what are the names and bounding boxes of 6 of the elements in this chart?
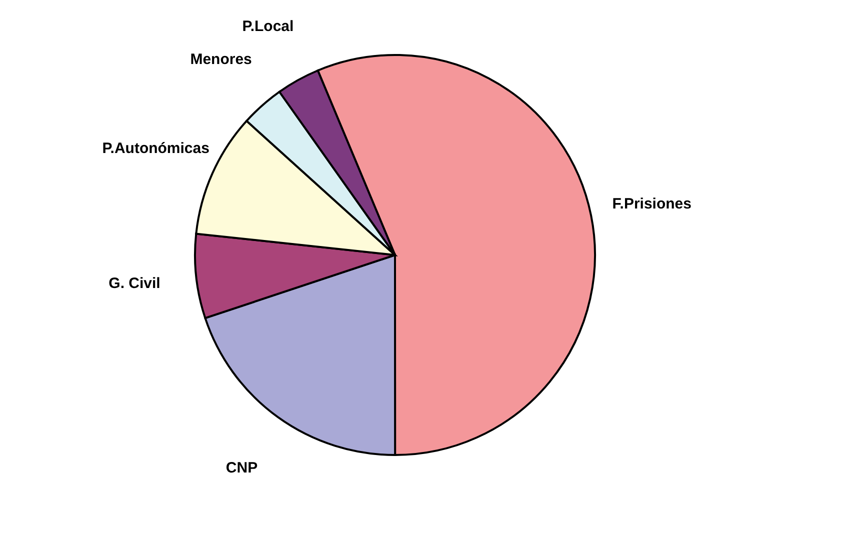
slice-label: F.Prisiones [612, 195, 692, 212]
slice-label: P.Local [242, 18, 294, 35]
slice-label: CNP [226, 460, 258, 476]
slice-label: P.Autonómicas [102, 140, 210, 158]
slice-label: Menores [190, 51, 252, 68]
slice-label: G. Civil [108, 275, 160, 292]
